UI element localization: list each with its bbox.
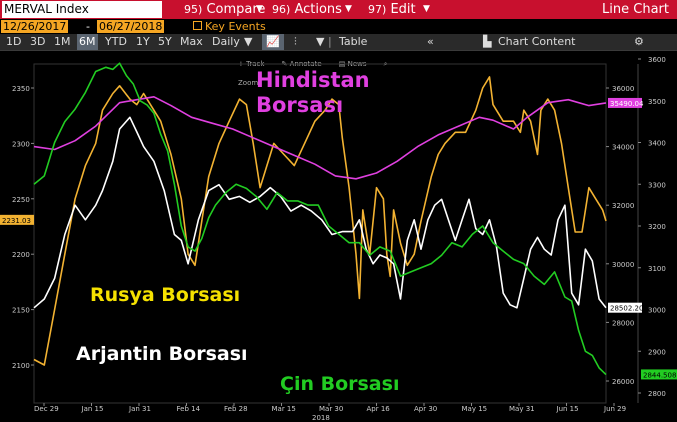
argentina-annotation: Arjantin Borsası	[76, 343, 248, 365]
edit-number: 97)	[368, 3, 387, 16]
x-tick-label: Mar 15	[272, 405, 296, 413]
x-tick-label: Jun 29	[603, 405, 626, 413]
outer-right-tick-label: 3300	[648, 181, 666, 189]
chart-type-label[interactable]: Line Chart	[602, 2, 669, 17]
table-button[interactable]: Table	[339, 35, 368, 48]
x-tick-label: Dec 29	[34, 405, 59, 413]
india-annotation: Hindistan Borsası	[256, 68, 370, 117]
outer-right-tick-label: 3500	[648, 98, 666, 106]
outer-right-tick-label: 2900	[648, 348, 666, 356]
inner-right-tick-label: 30000	[612, 261, 634, 269]
x-tick-label: Apr 30	[414, 405, 437, 413]
period-5y[interactable]: 5Y	[158, 35, 172, 48]
key-events-toggle[interactable]: Key Events	[193, 19, 266, 34]
edit-menu[interactable]: 97) Edit	[368, 0, 416, 19]
x-tick-label: Jan 31	[128, 405, 151, 413]
bar-style-icon[interactable]: ⫶	[294, 35, 297, 48]
start-date-input[interactable]: 12/26/2017	[1, 20, 69, 33]
x-tick-label: Feb 14	[177, 405, 201, 413]
left-tick-label: 2250	[12, 196, 30, 204]
actions-menu[interactable]: 96) Actions	[272, 0, 342, 19]
x-year-label: 2018	[312, 414, 330, 422]
period-3d[interactable]: 3D	[30, 35, 46, 48]
outer-right-tick-label: 3600	[648, 56, 666, 64]
end-date-input[interactable]: 06/27/2018	[97, 20, 165, 33]
russia-last-value: 2231.03	[2, 217, 31, 225]
series-line-0	[33, 76, 607, 366]
compare-label: Compare	[206, 2, 266, 17]
inner-right-tick-label: 28000	[612, 319, 634, 327]
period-bar: 1D 3D 1M 6M YTD 1Y 5Y Max Daily ▼ 📈 ⫶ ▼ …	[0, 34, 677, 51]
compare-caret-icon[interactable]: ▼	[256, 4, 263, 14]
date-separator: -	[86, 20, 90, 33]
x-tick-label: May 15	[462, 405, 488, 413]
argentina-last-value: 28502.20	[610, 305, 643, 313]
series-line-1	[33, 96, 607, 180]
outer-right-tick-label: 3000	[648, 307, 666, 315]
compare-number: 95)	[184, 3, 203, 16]
collapse-left-icon[interactable]: «	[427, 35, 434, 48]
argentina-last-value-bg	[608, 302, 642, 313]
outer-right-tick-label: 2800	[648, 390, 666, 398]
x-tick-label: Jan 15	[81, 405, 104, 413]
left-tick-label: 2200	[12, 251, 30, 259]
zoom-label: Zoom	[238, 79, 259, 87]
left-tick-label: 2350	[12, 85, 30, 93]
compare-menu[interactable]: 95) Compare	[184, 0, 265, 19]
line-chart-icon[interactable]: 📈	[262, 34, 284, 50]
period-ytd[interactable]: YTD	[105, 35, 127, 48]
period-max[interactable]: Max	[180, 35, 203, 48]
x-tick-label: Apr 16	[367, 405, 391, 413]
inner-right-tick-label: 26000	[612, 378, 634, 386]
style-caret-icon[interactable]: ▼	[316, 35, 325, 48]
period-1d[interactable]: 1D	[6, 35, 22, 48]
russia-annotation: Rusya Borsası	[90, 284, 241, 306]
china-last-value: 2844.508	[643, 371, 676, 379]
x-tick-label: Mar 30	[319, 405, 343, 413]
inner-right-tick-label: 34000	[612, 144, 634, 152]
actions-number: 96)	[272, 3, 291, 16]
frequency-caret-icon[interactable]: ▼	[244, 35, 253, 48]
edit-caret-icon[interactable]: ▼	[423, 4, 430, 14]
actions-label: Actions	[294, 2, 342, 17]
date-range-bar: 12/26/2017 - 06/27/2018 Key Events	[0, 19, 677, 34]
chart-content-icon[interactable]: ▙	[483, 35, 492, 48]
period-6m[interactable]: 6M	[77, 34, 98, 50]
edit-label: Edit	[390, 2, 416, 17]
plot-area	[33, 63, 607, 404]
china-last-value-bg	[641, 369, 677, 380]
ticker-input[interactable]: MERVAL Index	[2, 1, 162, 18]
period-1m[interactable]: 1M	[54, 35, 71, 48]
top-toolbar: MERVAL Index 95) Compare ▼ 96) Actions ▼…	[0, 0, 677, 19]
left-tick-label: 2100	[12, 362, 30, 370]
key-events-label: Key Events	[205, 20, 266, 33]
series-line-3	[33, 62, 607, 376]
chart-content-button[interactable]: Chart Content	[498, 35, 576, 48]
settings-gear-icon[interactable]: ⚙	[634, 35, 644, 48]
key-events-checkbox-icon[interactable]	[193, 21, 202, 30]
outer-right-tick-label: 3400	[648, 140, 666, 148]
outer-right-tick-label: 3100	[648, 265, 666, 273]
left-tick-label: 2300	[12, 140, 30, 148]
left-tick-label: 2150	[12, 307, 30, 315]
india-last-value: 35490.04	[610, 100, 644, 108]
russia-last-value-bg	[0, 214, 34, 225]
period-1y[interactable]: 1Y	[136, 35, 150, 48]
outer-right-tick-label: 3200	[648, 223, 666, 231]
x-tick-label: Jun 15	[556, 405, 579, 413]
frequency-dropdown[interactable]: Daily	[212, 35, 240, 48]
inner-right-tick-label: 36000	[612, 85, 634, 93]
actions-caret-icon[interactable]: ▼	[345, 4, 352, 14]
x-tick-label: May 31	[509, 405, 535, 413]
inner-right-tick-label: 32000	[612, 202, 634, 210]
divider: |	[328, 35, 332, 48]
india-last-value-bg	[608, 97, 642, 108]
series-line-2	[33, 116, 607, 309]
china-annotation: Çin Borsası	[280, 373, 400, 395]
x-tick-label: Feb 28	[224, 405, 248, 413]
